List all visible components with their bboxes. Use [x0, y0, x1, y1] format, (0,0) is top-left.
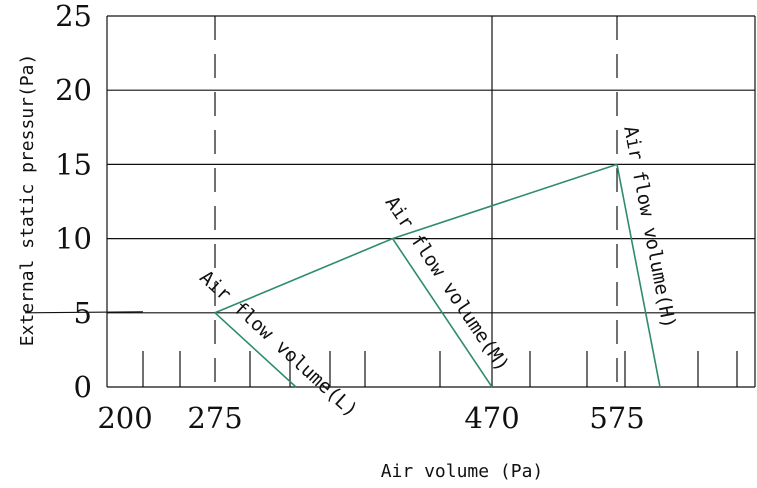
x-tick-label-275: 275: [187, 401, 242, 435]
series-label-2: Air flow volume(H): [619, 124, 680, 330]
series-line-1: [391, 238, 493, 388]
x-tick-label-470: 470: [464, 401, 519, 435]
x-tick-label-575: 575: [589, 401, 644, 435]
curve-labels: Air flow volume(L) Air flow volume(M) Air …: [195, 124, 680, 421]
y-tick-label-5: 5: [74, 296, 92, 330]
minor-ticks: [142, 351, 738, 387]
series-label-0: Air flow volume(L): [195, 266, 362, 421]
y-tick-label-0: 0: [74, 370, 92, 404]
x-tick-label-200: 200: [97, 401, 152, 435]
series-line-2: [616, 164, 661, 388]
x-tick-labels: 200 275 470 575: [97, 401, 644, 435]
curves: [214, 163, 661, 388]
y-tick-label-15: 15: [55, 147, 92, 181]
series-line-0: [214, 312, 297, 388]
reference-lines: [214, 16, 618, 387]
y-axis-label: External static pressur(Pa): [17, 54, 38, 347]
y-tick-label-25: 25: [55, 0, 92, 33]
y-tick-labels: 0 5 10 15 20 25: [55, 0, 92, 404]
left-stub-line: [24, 311, 144, 314]
y-tick-label-10: 10: [55, 222, 92, 256]
y-tick-label-20: 20: [55, 73, 92, 107]
x-axis-label: Air volume (Pa): [381, 461, 544, 482]
